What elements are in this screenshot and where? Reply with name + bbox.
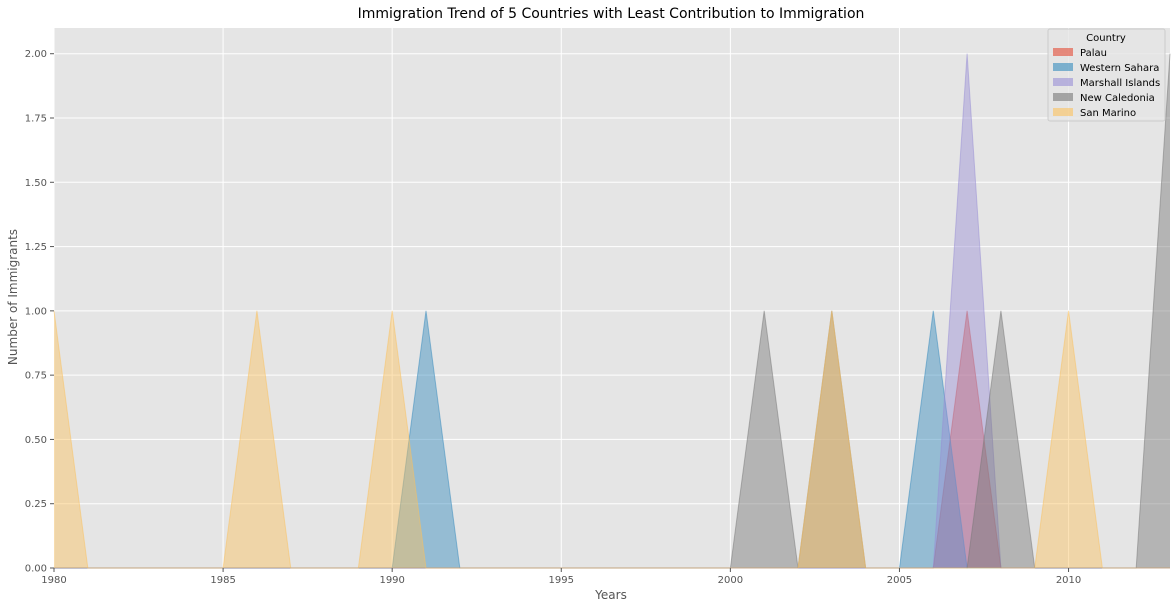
legend-swatch-palau xyxy=(1053,48,1073,56)
x-tick-label: 1980 xyxy=(41,575,66,586)
x-tick-label: 2000 xyxy=(718,575,743,586)
x-tick-label: 1990 xyxy=(379,575,404,586)
y-axis-label: Number of Immigrants xyxy=(6,229,20,365)
legend-frame xyxy=(1047,28,1166,122)
y-tick-label: 1.00 xyxy=(25,306,47,317)
legend-label-san-marino: San Marino xyxy=(1080,108,1136,119)
series-areas xyxy=(53,53,1171,569)
y-tick-label: 0.25 xyxy=(25,499,47,510)
area-western-sahara xyxy=(54,310,1170,568)
legend: Country Palau Western Sahara Marshall Isla… xyxy=(1047,28,1166,122)
legend-swatch-marshall-islands xyxy=(1053,78,1073,86)
y-tick-label: 1.25 xyxy=(25,242,47,253)
x-tick-label: 2005 xyxy=(887,575,912,586)
y-tick-label: 1.50 xyxy=(25,178,47,189)
area-san-marino xyxy=(54,310,1170,568)
x-axis-label: Years xyxy=(594,588,627,602)
y-tick-label: 1.75 xyxy=(25,114,47,125)
x-axis-ticks: 1980 1985 1990 1995 2000 2005 2010 xyxy=(41,568,1081,586)
x-tick-label: 1995 xyxy=(549,575,574,586)
legend-label-western-sahara: Western Sahara xyxy=(1080,63,1159,74)
y-tick-label: 2.00 xyxy=(25,49,47,60)
legend-swatch-new-caledonia xyxy=(1053,93,1073,101)
legend-items: Palau Western Sahara Marshall Islands New C… xyxy=(1053,48,1160,119)
legend-swatch-western-sahara xyxy=(1053,63,1073,71)
legend-swatch-san-marino xyxy=(1053,108,1073,116)
y-tick-label: 0.00 xyxy=(25,564,47,575)
y-tick-label: 0.75 xyxy=(25,371,47,382)
legend-label-new-caledonia: New Caledonia xyxy=(1080,93,1155,104)
legend-title: Country xyxy=(1086,33,1126,44)
y-axis-ticks: 0.00 0.25 0.50 0.75 1.00 1.25 1.50 1.75 2.00 xyxy=(25,49,54,575)
legend-label-marshall-islands: Marshall Islands xyxy=(1080,78,1160,89)
y-tick-label: 0.50 xyxy=(25,435,47,446)
line-san-marino xyxy=(53,310,1170,569)
legend-label-palau: Palau xyxy=(1080,48,1107,59)
x-tick-label: 1985 xyxy=(210,575,235,586)
x-tick-label: 2010 xyxy=(1056,575,1081,586)
chart-title: Immigration Trend of 5 Countries with Le… xyxy=(358,6,865,22)
